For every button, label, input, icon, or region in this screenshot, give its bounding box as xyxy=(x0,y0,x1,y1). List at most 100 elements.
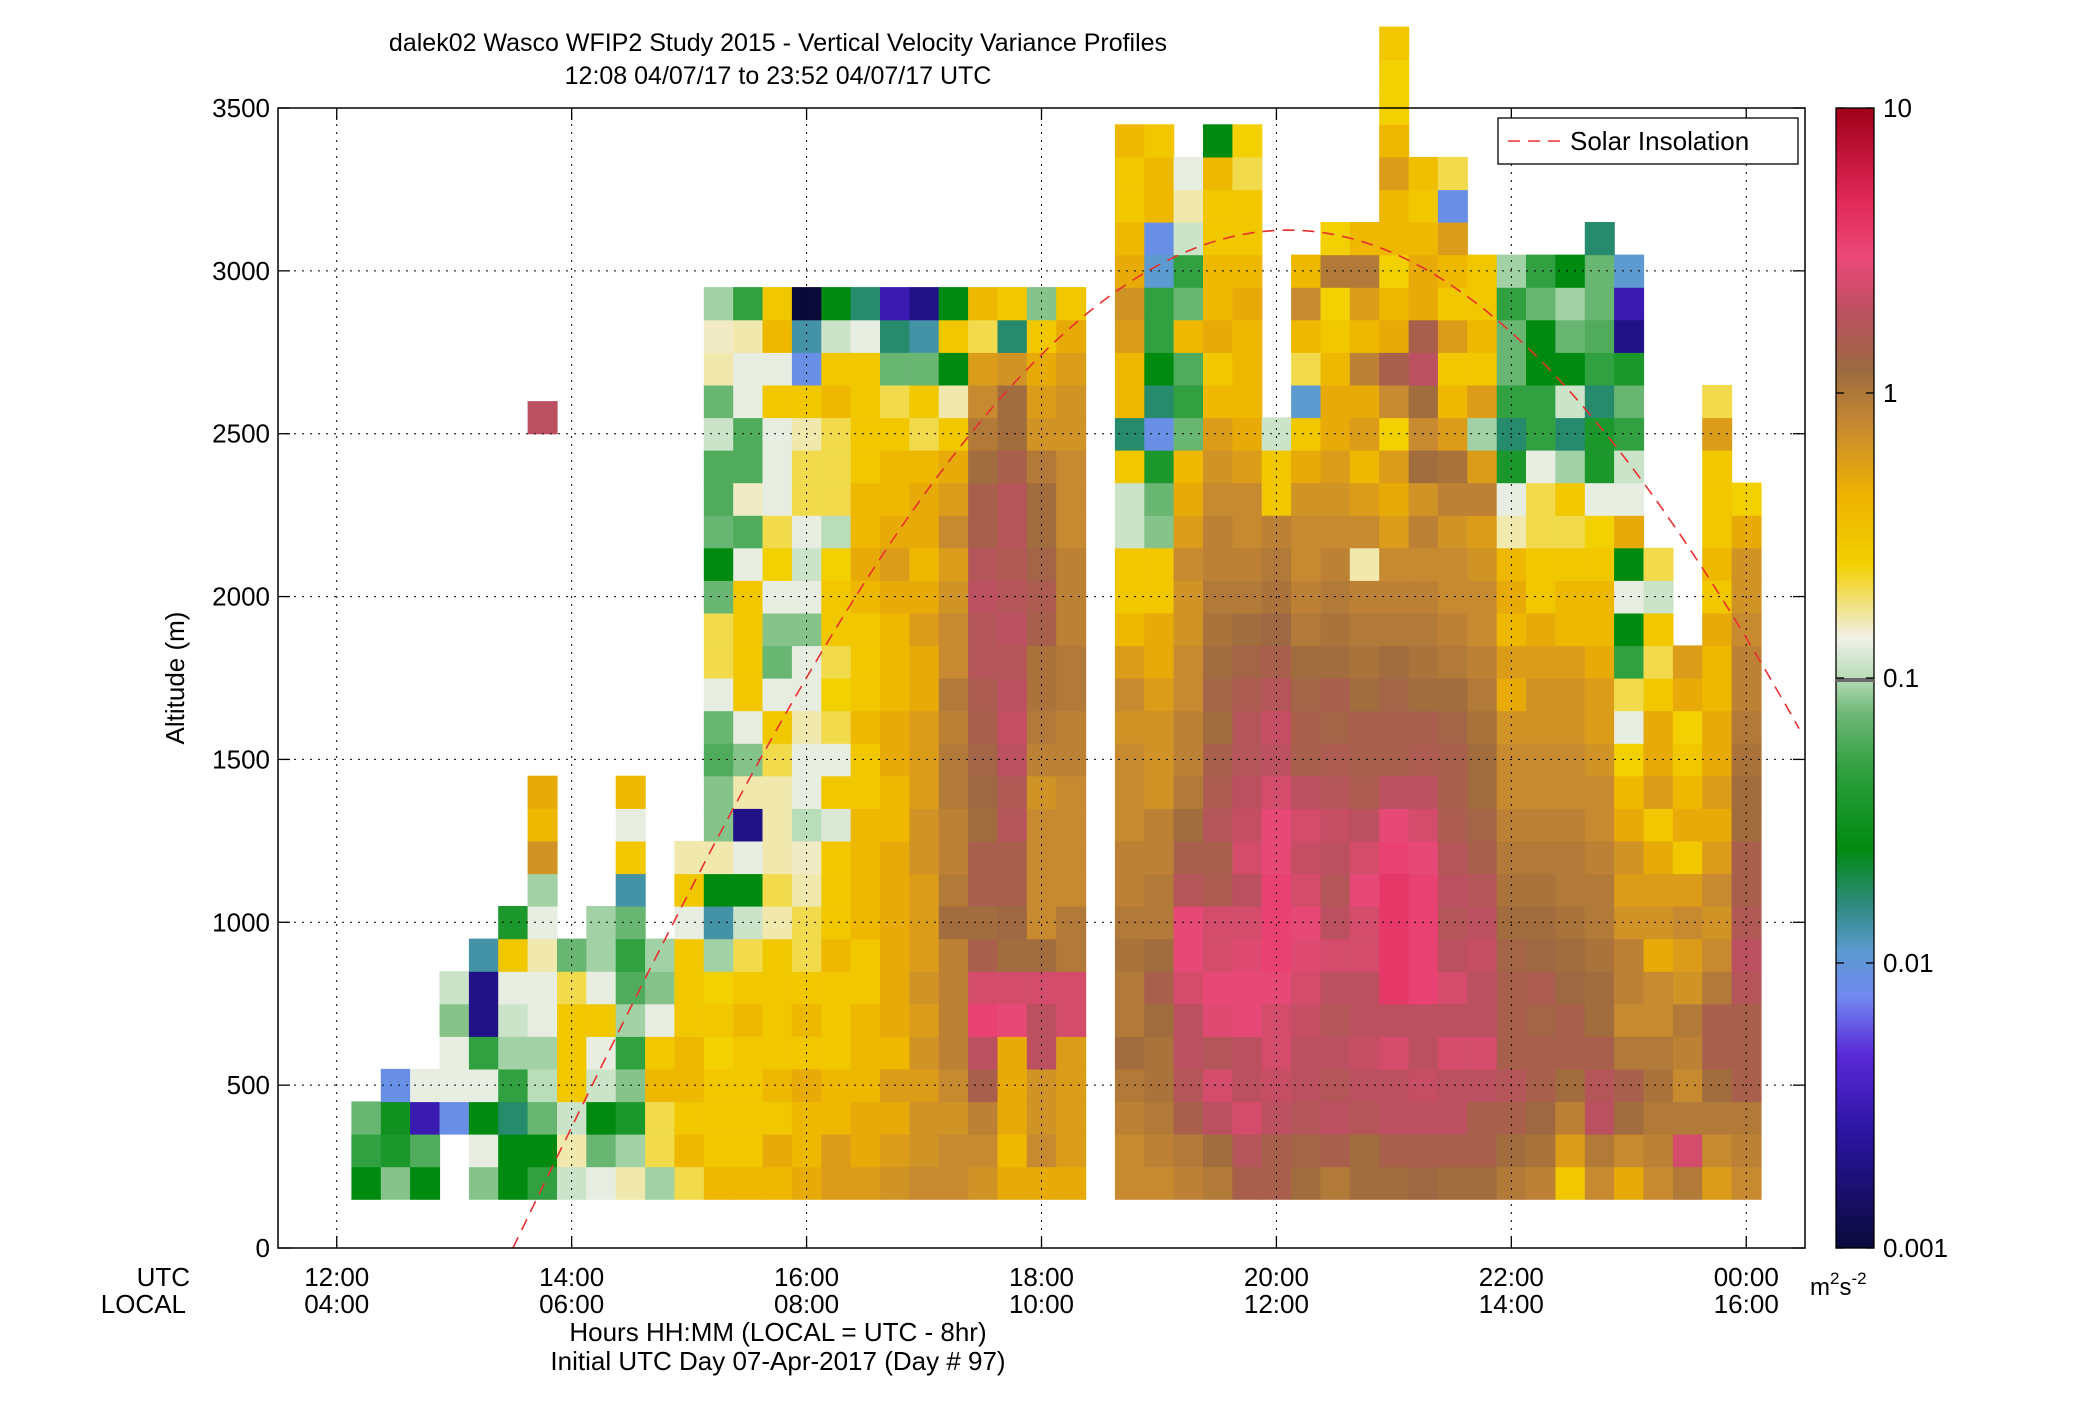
heatmap-cell xyxy=(1291,352,1322,386)
heatmap-cell xyxy=(821,1036,852,1070)
heatmap-cell xyxy=(938,515,969,549)
heatmap-cell xyxy=(1467,547,1498,581)
heatmap-cell xyxy=(1526,1003,1556,1037)
heatmap-cell xyxy=(1467,1036,1498,1070)
heatmap-cell xyxy=(968,645,999,679)
heatmap-cell xyxy=(1437,840,1468,875)
heatmap-cell xyxy=(1437,515,1468,549)
heatmap-cell xyxy=(1614,352,1645,386)
heatmap-cell xyxy=(1584,352,1615,386)
heatmap-cell xyxy=(938,384,969,419)
heatmap-cell xyxy=(1702,808,1733,842)
heatmap-cell xyxy=(821,840,852,875)
heatmap-cell xyxy=(1114,384,1145,419)
heatmap-cell xyxy=(1114,156,1145,191)
heatmap-cell xyxy=(1526,1134,1556,1168)
heatmap-cell xyxy=(1379,189,1410,223)
x-tick-label-utc: 20:00 xyxy=(1244,1262,1309,1292)
heatmap-cell xyxy=(1349,775,1380,809)
heatmap-cell xyxy=(1232,189,1263,223)
heatmap-cell xyxy=(938,612,969,647)
heatmap-cell xyxy=(1672,1036,1703,1070)
heatmap-cell xyxy=(1408,515,1439,549)
heatmap-cell xyxy=(1731,1134,1762,1168)
heatmap-cell xyxy=(1320,482,1351,516)
heatmap-cell xyxy=(1056,971,1087,1005)
heatmap-cell xyxy=(703,1134,734,1168)
x-axis-sublabel: Initial UTC Day 07-Apr-2017 (Day # 97) xyxy=(550,1346,1005,1376)
heatmap-cell xyxy=(1584,1036,1615,1070)
heatmap-cell xyxy=(1261,710,1292,744)
local-row-label: LOCAL xyxy=(101,1289,186,1319)
heatmap-cell xyxy=(1144,319,1175,353)
heatmap-cell xyxy=(1467,678,1498,712)
heatmap-cell xyxy=(1173,156,1204,191)
heatmap-cell xyxy=(527,1003,558,1037)
x-tick-label-local: 06:00 xyxy=(539,1289,604,1319)
heatmap-cell xyxy=(1056,450,1087,484)
heatmap-cell xyxy=(1291,1101,1322,1135)
heatmap-cell xyxy=(1203,124,1233,158)
heatmap-cell xyxy=(1203,645,1233,679)
heatmap-cell xyxy=(1173,450,1204,484)
heatmap-cell xyxy=(850,971,881,1005)
heatmap-cell xyxy=(1173,938,1204,972)
heatmap-cell xyxy=(1349,645,1380,679)
heatmap-cell xyxy=(1320,1003,1351,1037)
heatmap-cell xyxy=(909,678,940,712)
heatmap-cell xyxy=(1379,319,1410,353)
x-tick-label-local: 04:00 xyxy=(304,1289,369,1319)
heatmap-cell xyxy=(1555,678,1586,712)
heatmap-cell xyxy=(1320,1036,1351,1070)
heatmap-cell xyxy=(1672,938,1703,972)
heatmap-cell xyxy=(1232,384,1263,419)
heatmap-cell xyxy=(1643,1036,1674,1070)
heatmap-cell xyxy=(1261,938,1292,972)
heatmap-cell xyxy=(1672,808,1703,842)
heatmap-cell xyxy=(1467,840,1498,875)
heatmap-cell xyxy=(1379,678,1410,712)
y-tick-label: 500 xyxy=(227,1070,270,1100)
heatmap-cell xyxy=(997,938,1028,972)
heatmap-cell xyxy=(821,645,852,679)
heatmap-cell xyxy=(1408,645,1439,679)
heatmap-cell xyxy=(1291,287,1322,321)
heatmap-cell xyxy=(1203,678,1233,712)
heatmap-cell xyxy=(1467,450,1498,484)
heatmap-cell xyxy=(762,352,793,386)
heatmap-cell xyxy=(938,710,969,744)
heatmap-cell xyxy=(1614,873,1645,907)
heatmap-cell xyxy=(674,1101,705,1135)
heatmap-cell xyxy=(909,482,940,516)
heatmap-cell xyxy=(1203,1036,1233,1070)
heatmap-cell xyxy=(1056,1101,1087,1135)
heatmap-cell xyxy=(1114,873,1145,907)
heatmap-cell xyxy=(791,971,822,1005)
heatmap-cell xyxy=(1291,840,1322,875)
heatmap-cell xyxy=(733,1036,764,1070)
heatmap-cell xyxy=(1320,971,1351,1005)
heatmap-cell xyxy=(1614,1134,1645,1168)
heatmap-cell xyxy=(1526,873,1556,907)
heatmap-cell xyxy=(615,873,646,907)
heatmap-cell xyxy=(762,1036,793,1070)
heatmap-cell xyxy=(1291,417,1322,451)
heatmap-cell xyxy=(1349,482,1380,516)
heatmap-cell xyxy=(733,547,764,581)
heatmap-cell xyxy=(1349,1036,1380,1070)
heatmap-cell xyxy=(1144,124,1175,158)
heatmap-cell xyxy=(1203,189,1233,223)
heatmap-cell xyxy=(1584,938,1615,972)
heatmap-cell xyxy=(1526,1101,1556,1135)
heatmap-cell xyxy=(1437,1101,1468,1135)
heatmap-cell xyxy=(850,873,881,907)
heatmap-cell xyxy=(1614,1101,1645,1135)
heatmap-cell xyxy=(1408,189,1439,223)
heatmap-cell xyxy=(1379,450,1410,484)
heatmap-cell xyxy=(1291,971,1322,1005)
heatmap-cell xyxy=(1261,1166,1292,1200)
heatmap-cell xyxy=(1467,1101,1498,1135)
heatmap-cell xyxy=(733,710,764,744)
heatmap-cell xyxy=(1232,515,1263,549)
heatmap-cell xyxy=(997,287,1028,321)
